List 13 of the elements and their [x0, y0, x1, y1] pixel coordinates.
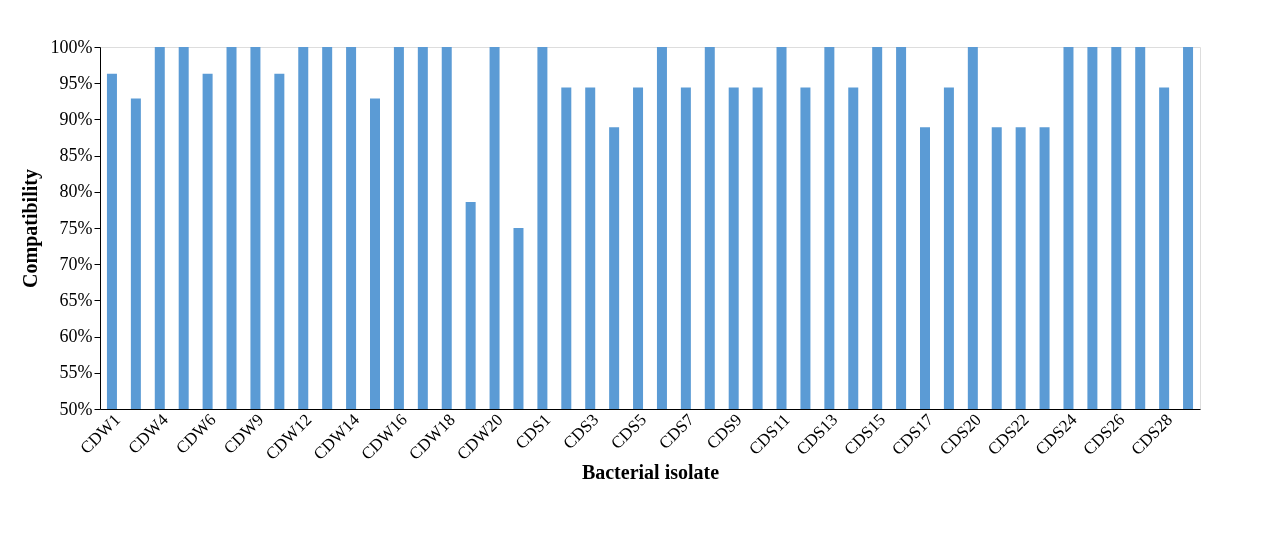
- y-axis-title: Compatibility: [18, 169, 42, 288]
- y-tick-label: 75%: [59, 217, 93, 238]
- y-tick-label: 95%: [59, 72, 93, 93]
- y-tick-label: 85%: [59, 145, 93, 166]
- x-axis-title: Bacterial isolate: [581, 460, 720, 483]
- y-tick-label: 60%: [59, 326, 93, 347]
- y-tick-label: 65%: [59, 289, 93, 310]
- y-tick-label: 70%: [59, 253, 93, 274]
- y-tick-label: 50%: [59, 398, 93, 419]
- y-tick-label: 80%: [59, 181, 93, 202]
- y-tick-label: 55%: [59, 362, 93, 383]
- y-tick-label: 100%: [50, 36, 93, 57]
- y-tick-label: 90%: [59, 108, 93, 129]
